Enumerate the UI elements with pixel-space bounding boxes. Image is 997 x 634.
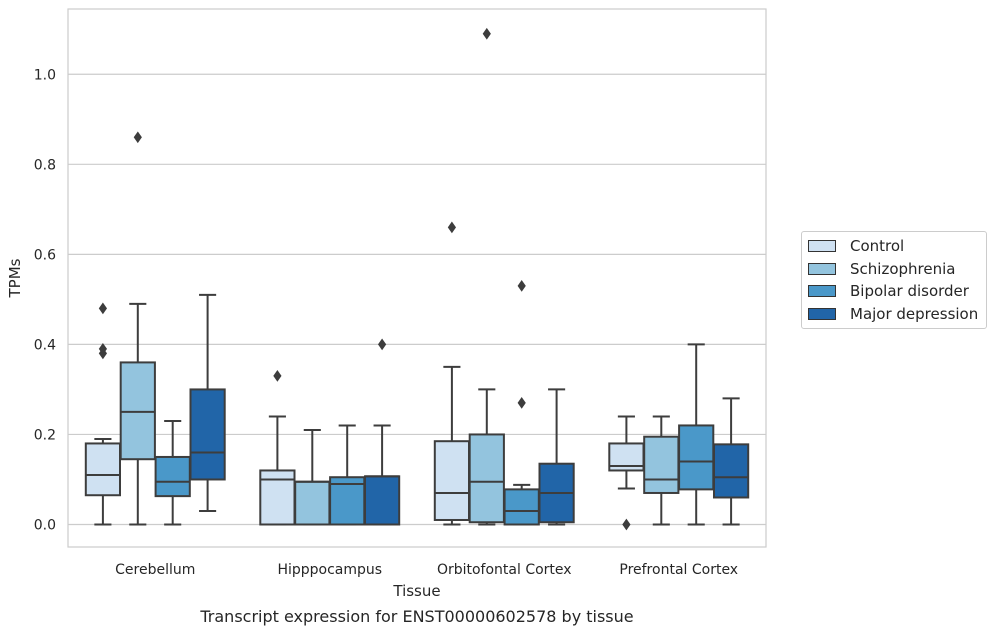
box-1-2 [329, 424, 366, 526]
y-tick-label: 1.0 [34, 67, 56, 83]
box-1-1 [294, 428, 331, 526]
legend-label: Major depression [850, 304, 979, 323]
legend-label: Bipolar disorder [850, 282, 969, 301]
box-iqr [643, 435, 680, 494]
gridlines [68, 73, 766, 526]
legend-swatch [808, 240, 836, 253]
box-0-0 [84, 302, 122, 526]
outlier-point [482, 27, 491, 40]
outlier-point [98, 302, 108, 315]
y-tick-label: 0.6 [34, 247, 56, 263]
y-tick-label: 0.8 [34, 157, 56, 173]
plot-area-frame [67, 8, 767, 548]
outlier-point [517, 397, 526, 409]
outlier-point [98, 343, 108, 355]
box-2-0 [433, 221, 471, 526]
x-tick-label: Cerebellum [115, 562, 195, 578]
outlier-point [517, 280, 526, 292]
box-0-1 [119, 131, 156, 526]
legend-item: Schizophrenia [802, 258, 986, 281]
box-3-0 [608, 415, 645, 531]
box-iqr [468, 433, 505, 524]
outlier-point [377, 338, 387, 351]
box-0-2 [154, 419, 191, 526]
outlier-point [622, 518, 631, 531]
box-1-3 [363, 338, 401, 526]
box-iqr [294, 480, 331, 526]
x-tick-label: Orbitofontal Cortex [437, 562, 572, 578]
y-axis-label: TPMs [6, 258, 24, 298]
box-iqr [189, 388, 226, 481]
box-iqr [84, 442, 122, 497]
box-3-3 [712, 397, 750, 526]
x-tick-label: Hipppocampus [277, 562, 382, 578]
legend-swatch [808, 262, 836, 275]
outlier-point [273, 370, 282, 382]
y-tick-label: 0.2 [34, 427, 56, 443]
legend: Control Schizophrenia Bipolar disorder Majo… [801, 231, 987, 329]
box-iqr [363, 475, 401, 526]
legend-label: Schizophrenia [850, 259, 956, 278]
box-iqr [678, 424, 715, 491]
box-2-2 [503, 280, 540, 526]
box-2-1 [468, 27, 505, 526]
outlier-point [133, 131, 142, 144]
x-axis-label: Tissue [392, 582, 440, 600]
legend-item: Major depression [802, 303, 986, 326]
legend-swatch [808, 285, 836, 298]
box-iqr [119, 361, 156, 461]
chart-caption: Transcript expression for ENST0000060257… [199, 607, 633, 626]
box-iqr [712, 443, 750, 499]
box-3-1 [643, 415, 680, 526]
box-iqr [433, 440, 471, 521]
legend-label: Control [850, 237, 905, 256]
y-tick-label: 0.4 [34, 337, 56, 353]
legend-swatch [808, 307, 836, 320]
box-0-3 [189, 293, 226, 512]
box-2-3 [538, 388, 575, 526]
boxes [84, 27, 750, 531]
legend-item: Control [802, 235, 986, 258]
outlier-point [447, 221, 457, 234]
x-axis-ticks: Cerebellum Hipppocampus Orbitofontal Corte… [115, 562, 738, 578]
box-3-2 [678, 343, 715, 526]
y-axis-ticks: 0.0 0.2 0.4 0.6 0.8 1.0 [34, 67, 56, 533]
box-1-0 [259, 370, 296, 526]
y-tick-label: 0.0 [34, 517, 56, 533]
box-iqr [154, 455, 191, 498]
legend-item: Bipolar disorder [802, 280, 986, 303]
x-tick-label: Prefrontal Cortex [619, 562, 738, 578]
box-iqr [503, 488, 540, 526]
